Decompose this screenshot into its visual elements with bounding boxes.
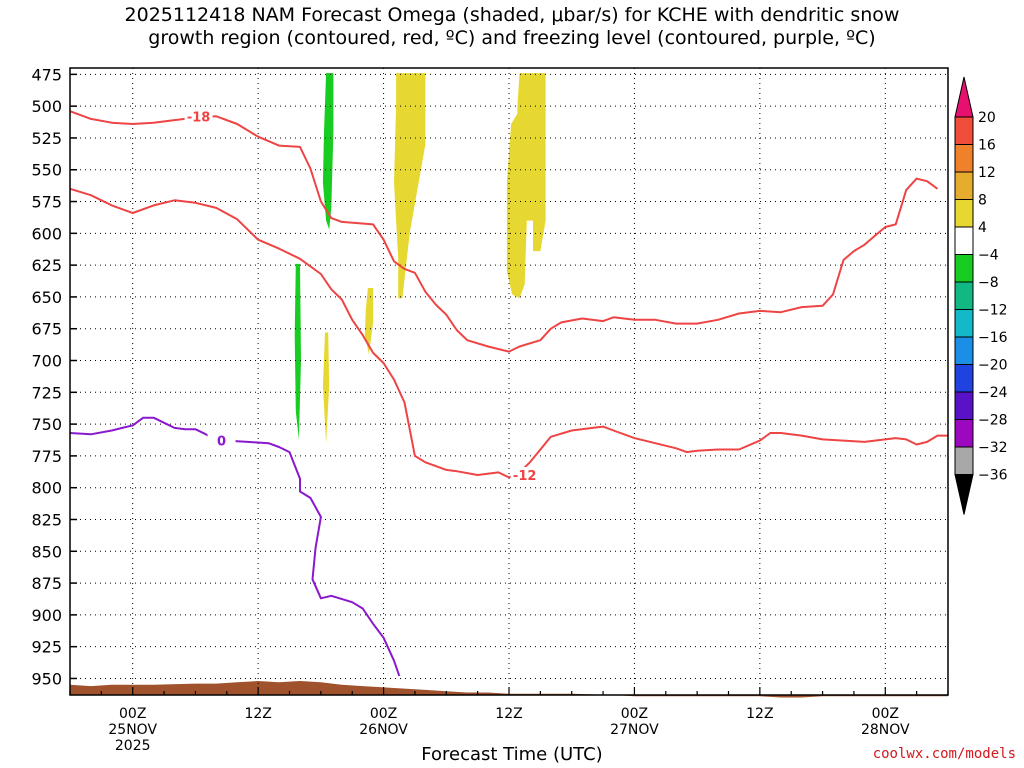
- y-tick-label: 775: [31, 447, 62, 466]
- x-tick-label: 00Z: [370, 706, 397, 722]
- y-tick-label: 700: [31, 352, 62, 371]
- colorbar-label: −16: [978, 330, 1008, 346]
- y-tick-label: 675: [31, 320, 62, 339]
- x-tick-label: 12Z: [244, 706, 271, 722]
- omega-shading-layer: [294, 73, 546, 444]
- colorbar-label: −28: [978, 413, 1008, 429]
- omega-region-4: [364, 288, 374, 355]
- colorbar-label: −24: [978, 385, 1008, 401]
- colorbar-label: −36: [978, 468, 1008, 484]
- x-tick-label: 00Z: [621, 706, 648, 722]
- x-tick-label: 2025: [115, 738, 151, 754]
- contour-line-0: [69, 416, 401, 677]
- y-tick-label: 725: [31, 383, 62, 402]
- contour-label-bg: [207, 432, 236, 448]
- x-tick-label: 00Z: [119, 706, 146, 722]
- colorbar-swatch: [954, 171, 974, 200]
- colorbar-swatch: [954, 309, 974, 338]
- y-tick-label: 550: [31, 161, 62, 180]
- x-tick-label: 26NOV: [359, 722, 408, 738]
- site-credit: coolwx.com/models: [872, 746, 1016, 762]
- contour-label-bg: [510, 466, 539, 482]
- colorbar-swatch: [954, 144, 974, 173]
- y-tick-label: 650: [31, 288, 62, 307]
- colorbar-swatch: [954, 254, 974, 283]
- omega-region-2: [394, 73, 426, 299]
- contour-line--18: [69, 110, 939, 353]
- y-tick-label: 475: [31, 65, 62, 84]
- x-tick-label: 28NOV: [861, 722, 910, 738]
- colorbar-swatch: [954, 446, 974, 475]
- colorbar-swatch: [954, 364, 974, 393]
- colorbar-swatch: [954, 226, 974, 255]
- colorbar-bottom-arrow: [954, 474, 974, 515]
- colorbar-swatch: [954, 116, 974, 145]
- colorbar-label: −8: [978, 275, 999, 291]
- y-tick-label: 800: [31, 479, 62, 498]
- y-tick-label: 625: [31, 256, 62, 275]
- y-tick-label: 950: [31, 669, 62, 688]
- colorbar-swatch: [954, 419, 974, 448]
- x-tick-label: 00Z: [872, 706, 899, 722]
- omega-region-1: [294, 263, 301, 440]
- contour-label-bg: [184, 108, 213, 124]
- x-tick-label: 12Z: [746, 706, 773, 722]
- colorbar-swatch: [954, 391, 974, 420]
- colorbar-label: −12: [978, 303, 1008, 319]
- colorbar-label: 12: [978, 165, 996, 181]
- colorbar-label: 4: [978, 220, 987, 236]
- colorbar-swatch: [954, 336, 974, 365]
- chart-title-line-1: 2025112418 NAM Forecast Omega (shaded, μ…: [124, 4, 900, 26]
- x-tick-label: 25NOV: [108, 722, 157, 738]
- y-tick-label: 925: [31, 638, 62, 657]
- x-axis-title: Forecast Time (UTC): [421, 744, 603, 765]
- colorbar-swatch: [954, 199, 974, 228]
- contour-layer: -18 -12 0: [69, 108, 948, 677]
- colorbar-top-arrow: [954, 76, 974, 118]
- colorbar-label: −20: [978, 358, 1008, 374]
- y-tick-label: 825: [31, 510, 62, 529]
- chart-title-line-2: growth region (contoured, red, ºC) and f…: [148, 27, 876, 49]
- colorbar-label: 20: [978, 110, 996, 126]
- y-tick-label: 850: [31, 542, 62, 561]
- omega-region-5: [322, 332, 330, 444]
- x-tick-label: 12Z: [495, 706, 522, 722]
- y-tick-label: 500: [31, 97, 62, 116]
- y-tick-label: 525: [31, 129, 62, 148]
- x-tick-label: 27NOV: [610, 722, 659, 738]
- y-tick-label: 600: [31, 224, 62, 243]
- omega-region-0: [322, 73, 334, 230]
- chart-title: 2025112418 NAM Forecast Omega (shaded, μ…: [0, 4, 1024, 50]
- y-tick-label: 875: [31, 574, 62, 593]
- y-tick-label: 575: [31, 193, 62, 212]
- contour-label: 0: [217, 435, 226, 450]
- contour-label: -12: [513, 469, 537, 484]
- colorbar-label: 16: [978, 138, 996, 154]
- colorbar-label: −4: [978, 248, 999, 264]
- y-tick-label: 750: [31, 415, 62, 434]
- y-axis: 475 500 525 550 575 600 625 650 675 700 725 750 775 8…: [31, 65, 77, 688]
- y-tick-label: 900: [31, 606, 62, 625]
- omega-region-3: [506, 73, 546, 299]
- colorbar-label: −32: [978, 440, 1008, 456]
- colorbar-swatch: [954, 281, 974, 310]
- contour-label: -18: [187, 110, 211, 125]
- colorbar-label: 8: [978, 193, 987, 209]
- colorbar: 20 16 12 8 4 −4 −8 −12 −16 −20 −24 −28 −32 −36: [954, 76, 1008, 515]
